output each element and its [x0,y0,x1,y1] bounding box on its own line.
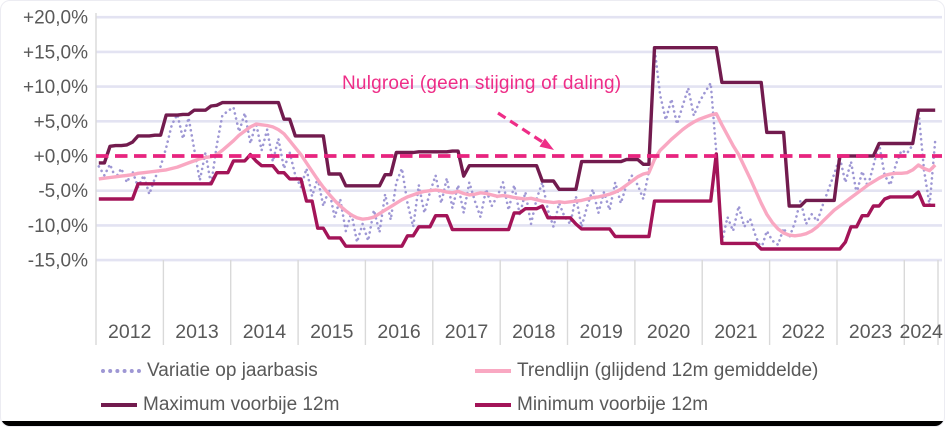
svg-text:-10,0%: -10,0% [28,216,88,237]
svg-text:2024: 2024 [900,321,944,343]
svg-text:+5,0%: +5,0% [34,112,89,133]
svg-text:2019: 2019 [580,321,623,343]
svg-text:2018: 2018 [512,321,555,343]
crimson-line-swatch-icon [475,403,511,407]
window-bottom-edge [1,421,944,426]
dark-purple-line-swatch-icon [101,403,137,407]
pink-line-swatch-icon [475,369,511,373]
svg-text:+20,0%: +20,0% [23,8,88,29]
svg-text:+15,0%: +15,0% [23,42,88,63]
legend-label: Trendlijn (glijdend 12m gemiddelde) [517,360,819,381]
legend-label: Minimum voorbije 12m [517,394,709,415]
legend-label: Variatie op jaarbasis [147,360,318,381]
svg-text:2017: 2017 [445,321,488,343]
legend-item-variatie-op-jaarbasis: Variatie op jaarbasis [101,359,318,383]
svg-text:2021: 2021 [714,321,757,343]
svg-text:2014: 2014 [243,321,287,343]
svg-text:2016: 2016 [377,321,420,343]
svg-text:2020: 2020 [647,321,691,343]
legend-item-minimum-voorbije-12m: Minimum voorbije 12m [475,393,708,417]
svg-text:-5,0%: -5,0% [38,181,88,202]
svg-text:2015: 2015 [310,321,354,343]
dotted-line-swatch-icon [101,369,141,373]
svg-text:+10,0%: +10,0% [23,77,88,98]
svg-text:2022: 2022 [782,321,825,343]
svg-text:2012: 2012 [108,321,151,343]
legend-label: Maximum voorbije 12m [143,394,340,415]
legend-item-trendlijn: Trendlijn (glijdend 12m gemiddelde) [475,359,818,383]
svg-text:+0,0%: +0,0% [34,147,89,168]
zero-growth-annotation: Nulgroei (geen stijging of daling) [342,73,622,94]
svg-text:-15,0%: -15,0% [28,251,88,272]
legend-item-maximum-voorbije-12m: Maximum voorbije 12m [101,393,339,417]
svg-text:2023: 2023 [849,321,892,343]
svg-text:2013: 2013 [175,321,218,343]
